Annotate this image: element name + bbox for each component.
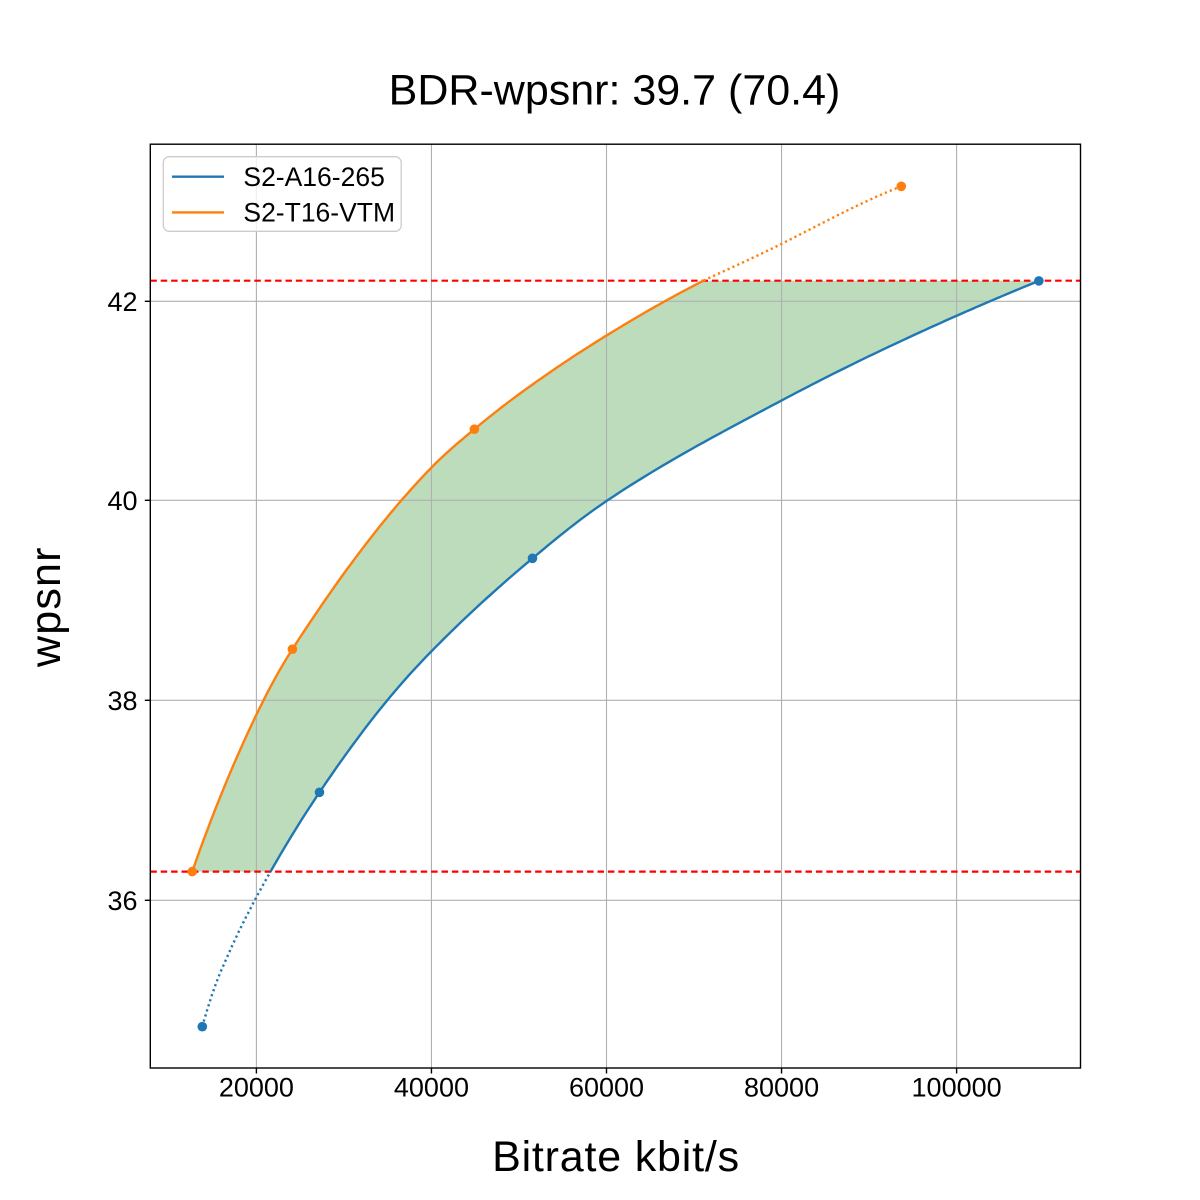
svg-text:40000: 40000: [394, 1073, 469, 1103]
svg-text:40: 40: [107, 486, 137, 516]
svg-text:38: 38: [107, 686, 137, 716]
svg-text:Bitrate kbit/s: Bitrate kbit/s: [492, 1133, 740, 1181]
svg-text:80000: 80000: [744, 1073, 819, 1103]
svg-text:S2-A16-265: S2-A16-265: [243, 162, 384, 192]
svg-text:36: 36: [107, 886, 137, 916]
svg-text:42: 42: [107, 287, 137, 317]
svg-text:20000: 20000: [219, 1073, 294, 1103]
svg-text:wpsnr: wpsnr: [22, 546, 70, 668]
svg-text:60000: 60000: [569, 1073, 644, 1103]
svg-text:S2-T16-VTM: S2-T16-VTM: [243, 198, 395, 228]
svg-text:BDR-wpsnr: 39.7 (70.4): BDR-wpsnr: 39.7 (70.4): [389, 67, 841, 115]
svg-text:100000: 100000: [912, 1073, 1002, 1103]
